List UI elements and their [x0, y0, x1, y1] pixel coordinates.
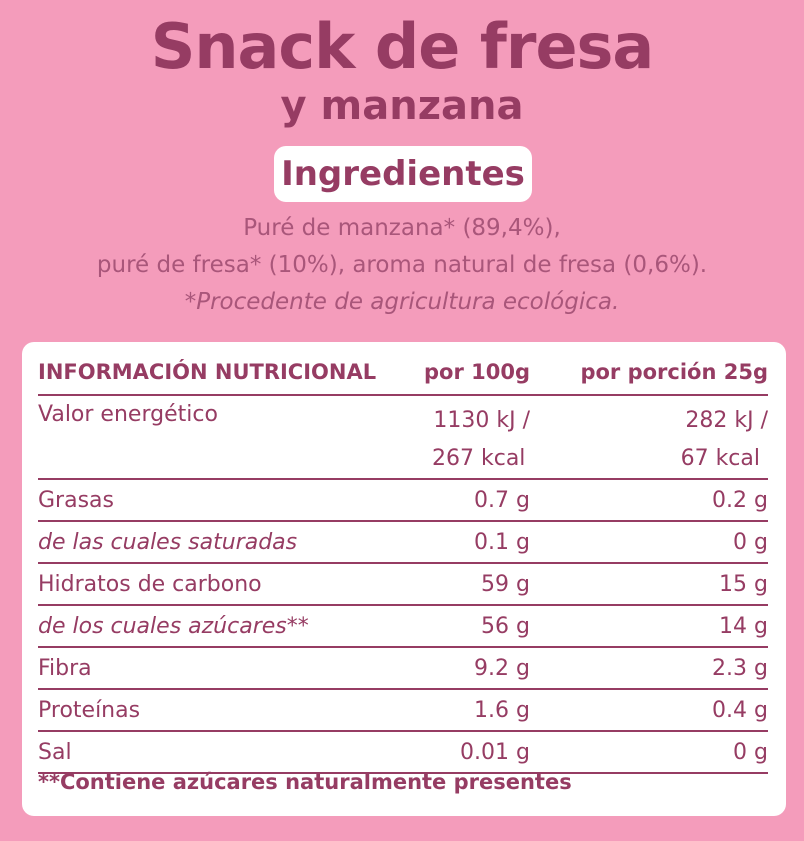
- row-per-100g: 1.6 g: [378, 689, 530, 732]
- row-label: Grasas: [38, 479, 378, 522]
- row-per-portion: 0 g: [530, 731, 768, 774]
- row-label: de las cuales saturadas: [38, 521, 378, 564]
- ingredients-line-2: puré de fresa* (10%), aroma natural de f…: [96, 252, 708, 278]
- table-row: Sal 0.01 g 0 g: [38, 731, 768, 774]
- nutrition-table: INFORMACIÓN NUTRICIONAL por 100g por por…: [38, 350, 768, 774]
- energy-kj-portion: 282 kJ /: [685, 408, 768, 433]
- table-row: Hidratos de carbono 59 g 15 g: [38, 563, 768, 606]
- table-header-row: INFORMACIÓN NUTRICIONAL por 100g por por…: [38, 350, 768, 396]
- ingredients-badge: Ingredientes: [274, 146, 532, 202]
- row-label: Hidratos de carbono: [38, 563, 378, 606]
- row-per-100g: 59 g: [378, 563, 530, 606]
- row-per-portion: 2.3 g: [530, 647, 768, 690]
- row-label: de los cuales azúcares**: [38, 605, 378, 648]
- row-per-100g: 0.7 g: [378, 479, 530, 522]
- row-per-100g: 9.2 g: [378, 647, 530, 690]
- row-label: Valor energético: [38, 395, 378, 480]
- nutrition-card: INFORMACIÓN NUTRICIONAL por 100g por por…: [22, 342, 786, 816]
- row-per-100g: 0.1 g: [378, 521, 530, 564]
- energy-kj-100: 1130 kJ /: [433, 408, 530, 433]
- energy-per-100g: 1130 kJ / 267 kcal: [378, 395, 530, 480]
- ingredients-note: *Procedente de agricultura ecológica.: [184, 289, 620, 315]
- row-label: Proteínas: [38, 689, 378, 732]
- product-subtitle: y manzana: [280, 83, 524, 129]
- row-per-100g: 56 g: [378, 605, 530, 648]
- ingredients-line-1: Puré de manzana* (89,4%),: [243, 215, 561, 241]
- sugar-footnote: **Contiene azúcares naturalmente present…: [38, 770, 572, 794]
- row-per-portion: 15 g: [530, 563, 768, 606]
- row-per-portion: 14 g: [530, 605, 768, 648]
- energy-kcal-100: 267 kcal: [432, 446, 526, 471]
- header-per-portion: por porción 25g: [530, 350, 768, 396]
- table-row: de los cuales azúcares** 56 g 14 g: [38, 605, 768, 648]
- table-row: Fibra 9.2 g 2.3 g: [38, 647, 768, 690]
- row-per-portion: 0.2 g: [530, 479, 768, 522]
- row-per-portion: 0.4 g: [530, 689, 768, 732]
- energy-per-portion: 282 kJ / 67 kcal: [530, 395, 768, 480]
- row-label: Fibra: [38, 647, 378, 690]
- table-row-energy: Valor energético 1130 kJ / 267 kcal 282 …: [38, 395, 768, 480]
- table-row: Grasas 0.7 g 0.2 g: [38, 479, 768, 522]
- header-per-100g: por 100g: [378, 350, 530, 396]
- row-per-portion: 0 g: [530, 521, 768, 564]
- row-label: Sal: [38, 731, 378, 774]
- row-per-100g: 0.01 g: [378, 731, 530, 774]
- product-title: Snack de fresa: [150, 10, 655, 83]
- table-row: de las cuales saturadas 0.1 g 0 g: [38, 521, 768, 564]
- energy-kcal-portion: 67 kcal: [680, 446, 760, 471]
- ingredients-text: Puré de manzana* (89,4%), puré de fresa*…: [0, 210, 804, 321]
- table-row: Proteínas 1.6 g 0.4 g: [38, 689, 768, 732]
- header-nutrition-info: INFORMACIÓN NUTRICIONAL: [38, 350, 378, 396]
